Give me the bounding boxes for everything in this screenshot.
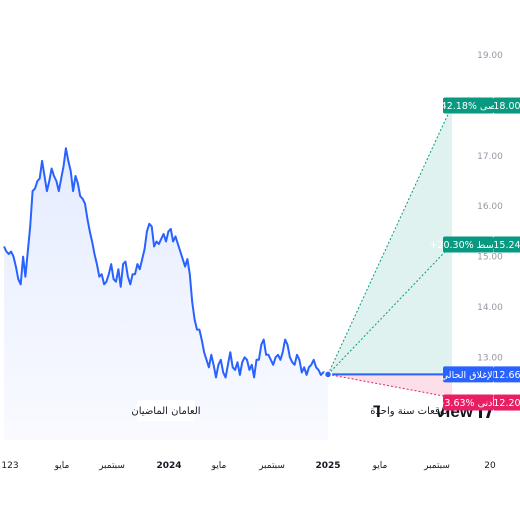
forecast-low-label: -3.63% أدنى: [441, 396, 495, 409]
y-tick-label: 19.00: [477, 51, 503, 61]
forecast-avg-label-bg: [443, 236, 494, 253]
x-tick-label: 2025: [315, 461, 340, 471]
y-tick-label: 15.00: [477, 253, 503, 263]
y-tick-label: 14.00: [477, 303, 503, 313]
forecast-avg-value: 15.24: [493, 240, 520, 251]
x-tick-label: 20: [484, 461, 496, 471]
x-tick-label: مايو: [372, 461, 388, 471]
forecast-label-bg: [380, 400, 438, 421]
forecast-current-value-bg: [494, 366, 520, 383]
forecast-high-line: [327, 105, 452, 375]
forecast-low-value-bg: [494, 394, 520, 411]
forecast-current-label: الإغلاق الحالي: [441, 370, 495, 381]
x-tick-label: سبتمبر: [258, 461, 285, 471]
forecast-current-value: 12.66: [493, 370, 520, 381]
forecast-high-label-bg: [443, 97, 494, 114]
last-price-marker: [323, 370, 333, 379]
x-tick-label: 123: [1, 461, 18, 471]
y-tick-label: 17.00: [477, 152, 503, 162]
past-label-text: العامان الماضيان: [131, 406, 200, 417]
forecast-period-label: توقعات سنة واحدة: [370, 400, 448, 421]
forecast-low-line: [327, 373, 452, 399]
forecast-downside-area: [328, 374, 452, 398]
past-label-bg: [137, 400, 195, 421]
y-tick-label: 16.00: [477, 202, 503, 212]
price-line: [3, 147, 329, 379]
price-area-fill: [4, 148, 328, 440]
forecast-high-label: +42.18% أقصى: [433, 99, 504, 112]
x-tick-label: مايو: [54, 461, 70, 471]
x-tick-label: سبتمبر: [423, 461, 450, 471]
past-period-label: العامان الماضيان: [131, 400, 201, 421]
x-tick-label: سبتمبر: [98, 461, 125, 471]
forecast-current-label-bg: [443, 366, 494, 383]
y-tick-label: 13.00: [477, 353, 503, 363]
x-tick-label: 2024: [156, 461, 181, 471]
x-tick-label: مايو: [211, 461, 227, 471]
forecast-low-label-bg: [443, 394, 494, 411]
forecast-avg-line: [327, 244, 452, 375]
forecast-low-value: 12.20: [493, 398, 520, 409]
forecast-avg-value-bg: [494, 236, 520, 253]
forecast-avg-label: +20.30% متوسط: [429, 240, 506, 251]
forecast-high-value-bg: [494, 97, 520, 114]
forecast-high-value: 18.00: [493, 101, 520, 112]
forecast-label-text: توقعات سنة واحدة: [370, 406, 448, 417]
